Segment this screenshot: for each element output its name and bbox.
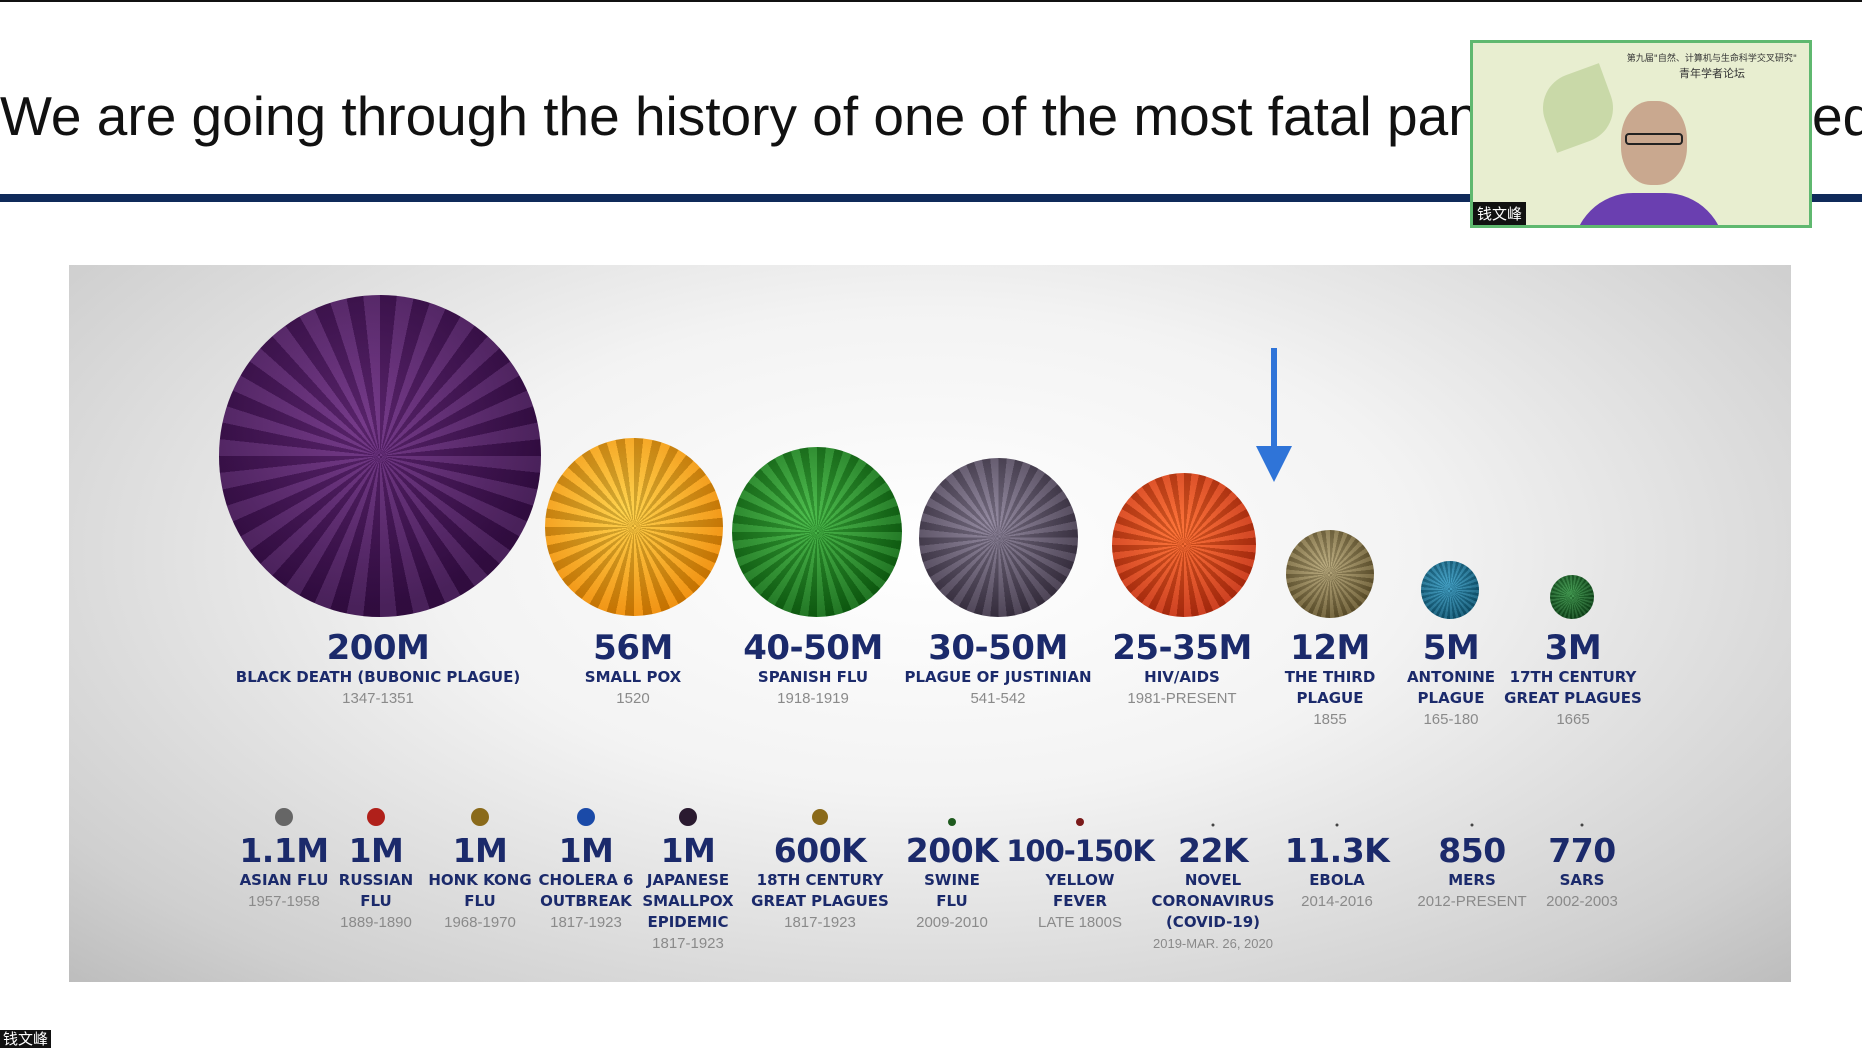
18th-century-label: 600K 18TH CENTURY GREAT PLAGUES 1817-192…: [751, 831, 889, 932]
great-plagues-label: 3M 17TH CENTURY GREAT PLAGUES 1665: [1504, 628, 1642, 728]
sars-label: 770 SARS 2002-2003: [1546, 831, 1618, 911]
russian-flu-label: 1M RUSSIAN FLU 1889-1890: [338, 831, 414, 932]
mers-label: 850 MERS 2012-PRESENT: [1417, 831, 1527, 911]
hongkong-flu-dot: [471, 808, 489, 826]
forum-header-line1: 第九届"自然、计算机与生命科学交叉研究": [1626, 54, 1797, 64]
spanish-flu-label: 40-50M SPANISH FLU 1918-1919: [743, 628, 883, 707]
swine-flu-label: 200K SWINE FLU 2009-2010: [905, 831, 999, 932]
antonine-germ: [1421, 561, 1479, 619]
hiv-germ: [1112, 473, 1256, 617]
small-pox-label: 56M SMALL POX 1520: [584, 628, 682, 707]
hongkong-flu-label: 1M HONK KONG FLU 1968-1970: [428, 831, 532, 932]
ebola-label: 11.3K EBOLA 2014-2016: [1284, 831, 1390, 911]
pointer-arrow-icon: [1256, 446, 1292, 482]
japanese-smallpox-dot: [679, 808, 697, 826]
speaker-video-tile[interactable]: 第九届"自然、计算机与生命科学交叉研究" 青年学者论坛 钱文峰: [1470, 40, 1812, 228]
cholera-dot: [577, 808, 595, 826]
participant-name-tag: 钱文峰: [1473, 202, 1527, 225]
cholera-label: 1M CHOLERA 6 OUTBREAK 1817-1923: [538, 831, 634, 932]
justinian-label: 30-50M PLAGUE OF JUSTINIAN 541-542: [904, 628, 1092, 707]
top-border: [0, 0, 1862, 2]
bottom-left-participant-label: 钱文峰: [0, 1030, 52, 1048]
mers-dot: [1470, 823, 1474, 827]
hiv-label: 25-35M HIV/AIDS 1981-PRESENT: [1112, 628, 1252, 707]
swine-flu-dot: [948, 818, 956, 826]
russian-flu-dot: [367, 808, 385, 826]
asian-flu-dot: [275, 808, 293, 826]
covid-dot: [1211, 823, 1215, 827]
ebola-dot: [1335, 823, 1339, 827]
pointer-arrow-shaft: [1271, 348, 1277, 450]
slide-title-tail: ed: [1812, 85, 1862, 147]
leaf-logo-icon: [1533, 63, 1623, 153]
glasses-icon: [1625, 133, 1683, 145]
justinian-germ: [919, 458, 1078, 617]
covid-label: 22K NOVEL CORONAVIRUS (COVID-19) 2019-MA…: [1151, 831, 1275, 952]
small-pox-germ: [545, 438, 723, 616]
title-rule: [0, 194, 1862, 202]
asian-flu-label: 1.1M ASIAN FLU 1957-1958: [239, 831, 329, 911]
third-plague-label: 12M THE THIRD PLAGUE 1855: [1284, 628, 1376, 728]
black-death-germ: [219, 295, 541, 617]
speaker-body: [1573, 193, 1725, 225]
sars-dot: [1580, 823, 1584, 827]
yellow-fever-label: 100-150K YELLOW FEVER LATE 1800S: [1006, 834, 1155, 931]
slide-title: We are going through the history of one …: [0, 85, 1507, 147]
japanese-smallpox-label: 1M JAPANESE SMALLPOX EPIDEMIC 1817-1923: [642, 831, 734, 953]
antonine-label: 5M ANTONINE PLAGUE 165-180: [1406, 628, 1496, 728]
forum-header-line2: 青年学者论坛: [1679, 67, 1745, 80]
black-death-label: 200M BLACK DEATH (BUBONIC PLAGUE) 1347-1…: [235, 628, 521, 707]
pandemic-infographic: 200M BLACK DEATH (BUBONIC PLAGUE) 1347-1…: [69, 265, 1791, 982]
great-plagues-germ: [1550, 575, 1594, 619]
third-plague-germ: [1286, 530, 1374, 618]
spanish-flu-germ: [732, 447, 902, 617]
yellow-fever-dot: [1076, 818, 1084, 826]
18th-century-dot: [812, 809, 828, 825]
